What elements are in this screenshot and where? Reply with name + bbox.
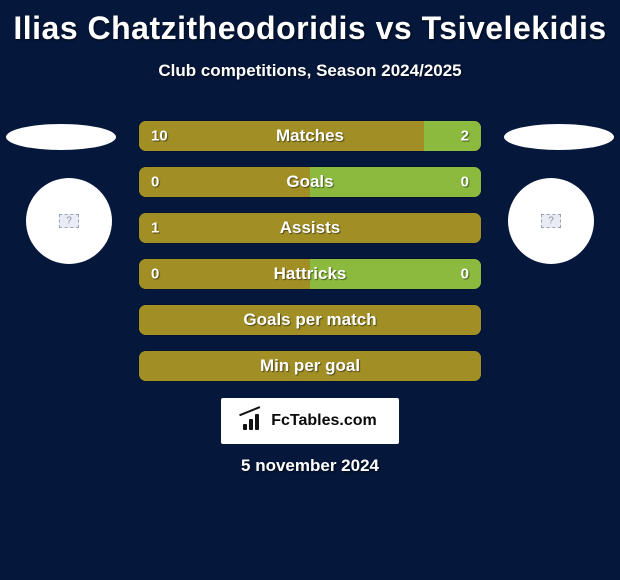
stat-bar-left: [139, 213, 481, 243]
player1-ellipse: [6, 124, 116, 150]
player1-circle: [26, 178, 112, 264]
logo-box: FcTables.com: [221, 398, 399, 444]
stat-bar-right: [310, 167, 481, 197]
stat-bar-left: [139, 167, 310, 197]
stat-bar-left: [139, 121, 424, 151]
player1-flag-icon: [59, 214, 79, 228]
stat-bar-left: [139, 351, 481, 381]
date-label: 5 november 2024: [0, 456, 620, 476]
stat-bar-left: [139, 259, 310, 289]
stat-row: Goals00: [138, 166, 482, 198]
stat-row: Min per goal: [138, 350, 482, 382]
player2-circle: [508, 178, 594, 264]
stat-bar-right: [424, 121, 481, 151]
stat-row: Assists1: [138, 212, 482, 244]
stat-row: Goals per match: [138, 304, 482, 336]
comparison-bars: Matches102 Goals00 Assists1 Hattricks00 Goal…: [138, 120, 482, 396]
page-subtitle: Club competitions, Season 2024/2025: [0, 61, 620, 81]
logo-text: FcTables.com: [271, 412, 377, 430]
stat-row: Matches102: [138, 120, 482, 152]
stat-row: Hattricks00: [138, 258, 482, 290]
player2-flag-icon: [541, 214, 561, 228]
stat-bar-left: [139, 305, 481, 335]
fctables-logo-icon: [243, 412, 265, 430]
stat-bar-right: [310, 259, 481, 289]
page-title: Ilias Chatzitheodoridis vs Tsivelekidis: [0, 0, 620, 47]
player2-ellipse: [504, 124, 614, 150]
